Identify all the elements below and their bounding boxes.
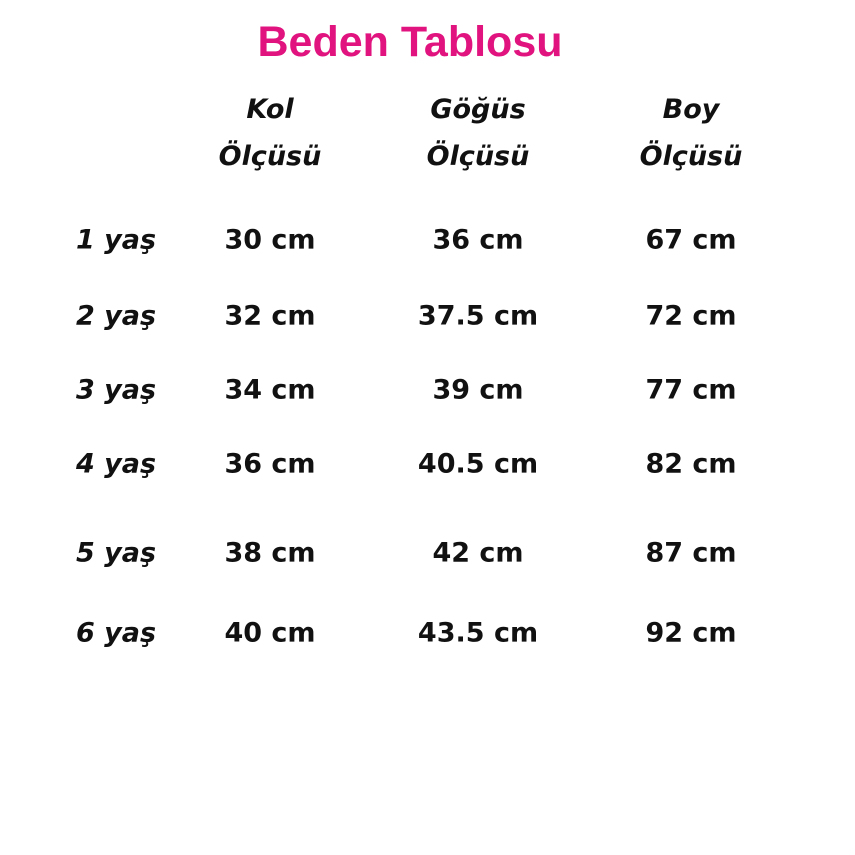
- table-cell: 92 cm: [645, 617, 737, 649]
- table-cell: 30 cm: [224, 224, 316, 256]
- table-cell: 37.5 cm: [417, 300, 539, 332]
- page-title: Beden Tablosu: [257, 18, 563, 66]
- table-cell: 40 cm: [224, 617, 316, 649]
- row-label: 2 yaş: [76, 300, 157, 332]
- row-label: 1 yaş: [76, 224, 157, 256]
- column-header-line: Ölçüsü: [218, 141, 322, 172]
- table-cell: 87 cm: [645, 537, 737, 569]
- row-label: 3 yaş: [76, 374, 157, 406]
- column-header-line: Göğüs: [430, 94, 526, 125]
- table-cell: 42 cm: [432, 537, 524, 569]
- column-header: Boy Ölçüsü: [591, 86, 791, 180]
- table-cell: 82 cm: [645, 448, 737, 480]
- table-cell: 32 cm: [224, 300, 316, 332]
- column-header-line: Ölçüsü: [426, 141, 530, 172]
- table-cell: 34 cm: [224, 374, 316, 406]
- row-label: 6 yaş: [76, 617, 157, 649]
- column-header: Kol Ölçüsü: [170, 86, 370, 180]
- column-header: Göğüs Ölçüsü: [378, 86, 578, 180]
- row-label: 4 yaş: [76, 448, 157, 480]
- column-header-line: Boy: [662, 94, 720, 125]
- table-cell: 38 cm: [224, 537, 316, 569]
- column-header-line: Ölçüsü: [639, 141, 743, 172]
- table-cell: 43.5 cm: [417, 617, 539, 649]
- table-cell: 40.5 cm: [417, 448, 539, 480]
- row-label: 5 yaş: [76, 537, 157, 569]
- table-cell: 36 cm: [432, 224, 524, 256]
- table-cell: 67 cm: [645, 224, 737, 256]
- column-header-line: Kol: [246, 94, 294, 125]
- table-cell: 72 cm: [645, 300, 737, 332]
- table-cell: 36 cm: [224, 448, 316, 480]
- table-cell: 39 cm: [432, 374, 524, 406]
- table-cell: 77 cm: [645, 374, 737, 406]
